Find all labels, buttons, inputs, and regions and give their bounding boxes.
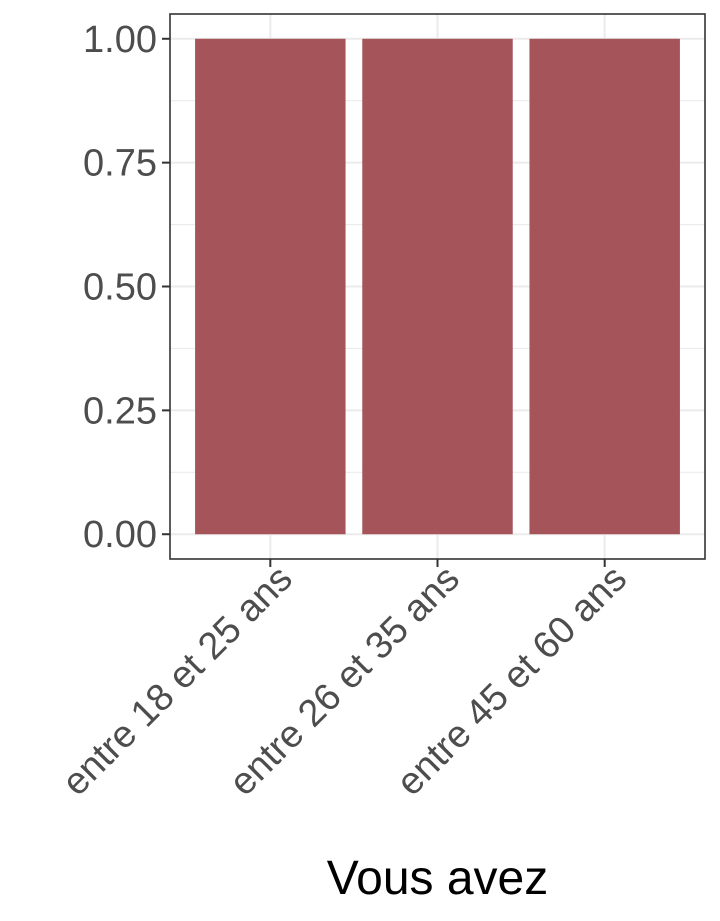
y-tick-label: 1.00	[83, 19, 157, 61]
y-tick-label: 0.25	[83, 390, 157, 432]
x-axis-title: Vous avez	[327, 852, 548, 905]
y-tick-label: 0.50	[83, 267, 157, 309]
y-tick-label: 0.75	[83, 143, 157, 185]
bar	[529, 38, 680, 535]
bar	[195, 38, 346, 535]
y-tick-label: 0.00	[83, 514, 157, 556]
bar	[362, 38, 513, 535]
bars	[195, 38, 680, 535]
y-axis: 0.00 0.25 0.50 0.75 1.00	[83, 19, 170, 556]
